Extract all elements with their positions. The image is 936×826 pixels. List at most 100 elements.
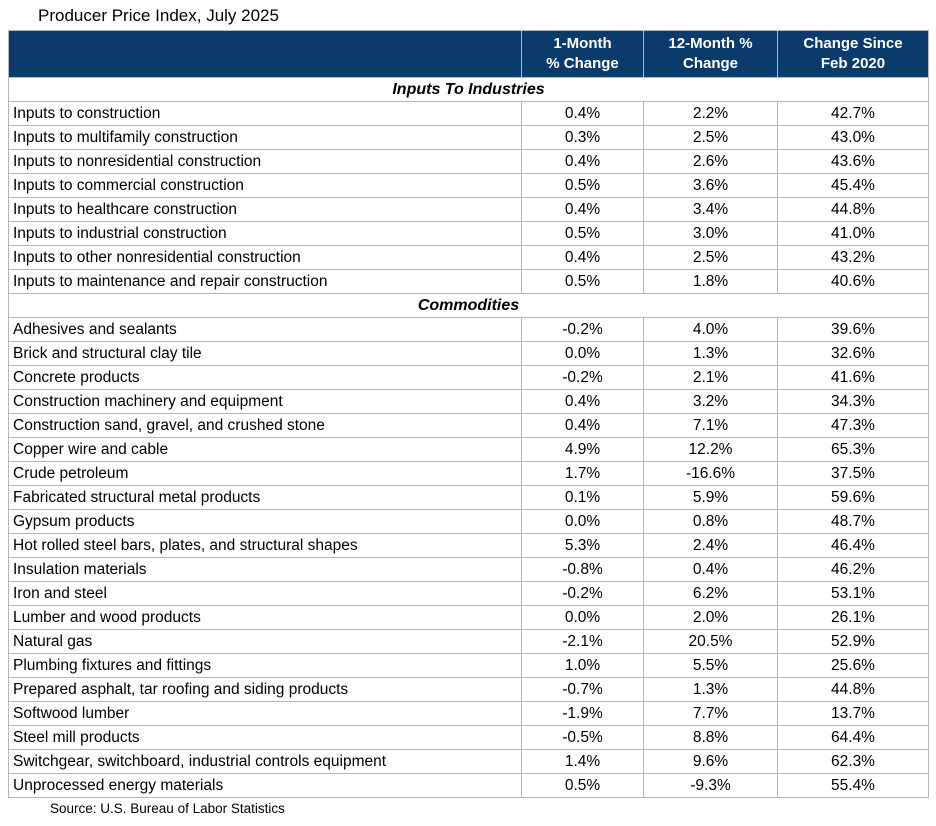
table-row: Plumbing fixtures and fittings 1.0% 5.5% 25… [8,653,929,678]
cell-value: 13.7% [777,701,929,726]
cell-value: 0.1% [521,485,644,510]
row-label: Inputs to construction [8,101,522,126]
cell-value: 43.2% [777,245,929,270]
cell-value: 64.4% [777,725,929,750]
cell-value: -1.9% [521,701,644,726]
row-label: Concrete products [8,365,522,390]
cell-value: 0.3% [521,125,644,150]
cell-value: 0.4% [521,245,644,270]
ppi-table-page: Producer Price Index, July 2025 1-Month … [0,5,936,826]
cell-value: 6.2% [643,581,778,606]
cell-value: 32.6% [777,341,929,366]
table-row: Switchgear, switchboard, industrial cont… [8,749,929,774]
cell-value: -0.5% [521,725,644,750]
cell-value: 12.2% [643,437,778,462]
table-row: Inputs to healthcare construction 0.4% 3.4… [8,197,929,222]
header-row: 1-Month % Change 12-Month % Change Chang… [8,30,929,78]
table-row: Copper wire and cable 4.9% 12.2% 65.3% [8,437,929,462]
header-1-month-line2: % Change [546,55,619,72]
cell-value: -9.3% [643,773,778,798]
cell-value: 26.1% [777,605,929,630]
cell-value: 7.7% [643,701,778,726]
cell-value: 39.6% [777,317,929,342]
header-1-month-line1: 1-Month [553,34,612,52]
table-row: Gypsum products 0.0% 0.8% 48.7% [8,509,929,534]
row-label: Unprocessed energy materials [8,773,522,798]
cell-value: 0.5% [521,773,644,798]
cell-value: 1.4% [521,749,644,774]
cell-value: 7.1% [643,413,778,438]
cell-value: 0.5% [521,173,644,198]
cell-value: 3.0% [643,221,778,246]
row-label: Fabricated structural metal products [8,485,522,510]
table-row: Inputs to multifamily construction 0.3% 2.… [8,125,929,150]
header-cell-change-since-feb-2020: Change Since Feb 2020 [777,30,929,78]
row-label: Construction sand, gravel, and crushed s… [8,413,522,438]
cell-value: 46.4% [777,533,929,558]
table-body: Inputs To Industries Inputs to constructi… [8,77,929,798]
cell-value: 5.3% [521,533,644,558]
cell-value: 43.6% [777,149,929,174]
table-row: Lumber and wood products 0.0% 2.0% 26.1% [8,605,929,630]
cell-value: 2.2% [643,101,778,126]
cell-value: 2.6% [643,149,778,174]
cell-value: 2.1% [643,365,778,390]
cell-value: 48.7% [777,509,929,534]
cell-value: 4.0% [643,317,778,342]
row-label: Construction machinery and equipment [8,389,522,414]
table-row: Inputs to nonresidential construction 0.4… [8,149,929,174]
cell-value: -2.1% [521,629,644,654]
row-label: Inputs to industrial construction [8,221,522,246]
row-label: Hot rolled steel bars, plates, and struc… [8,533,522,558]
source-note: Source: U.S. Bureau of Labor Statistics [50,801,285,816]
cell-value: -0.7% [521,677,644,702]
cell-value: 8.8% [643,725,778,750]
cell-value: -0.2% [521,581,644,606]
table-row: Inputs to construction 0.4% 2.2% 42.7% [8,101,929,126]
cell-value: -0.8% [521,557,644,582]
cell-value: 4.9% [521,437,644,462]
cell-value: 41.6% [777,365,929,390]
section-row: Commodities [8,293,929,318]
table-row: Unprocessed energy materials 0.5% -9.3% 55.… [8,773,929,798]
cell-value: 0.4% [521,149,644,174]
cell-value: 44.8% [777,677,929,702]
table-row: Concrete products -0.2% 2.1% 41.6% [8,365,929,390]
cell-value: 3.2% [643,389,778,414]
row-label: Inputs to commercial construction [8,173,522,198]
row-label: Inputs to other nonresidential construct… [8,245,522,270]
cell-value: 1.8% [643,269,778,294]
cell-value: -0.2% [521,365,644,390]
row-label: Inputs to nonresidential construction [8,149,522,174]
ppi-table: 1-Month % Change 12-Month % Change Chang… [8,30,929,798]
row-label: Brick and structural clay tile [8,341,522,366]
cell-value: 20.5% [643,629,778,654]
table-row: Inputs to commercial construction 0.5% 3.6… [8,173,929,198]
table-row: Softwood lumber -1.9% 7.7% 13.7% [8,701,929,726]
cell-value: 59.6% [777,485,929,510]
cell-value: 3.6% [643,173,778,198]
cell-value: 0.4% [643,557,778,582]
cell-value: 3.4% [643,197,778,222]
row-label: Switchgear, switchboard, industrial cont… [8,749,522,774]
cell-value: 2.5% [643,125,778,150]
cell-value: 1.0% [521,653,644,678]
row-label: Softwood lumber [8,701,522,726]
table-row: Iron and steel -0.2% 6.2% 53.1% [8,581,929,606]
cell-value: 41.0% [777,221,929,246]
cell-value: 1.7% [521,461,644,486]
cell-value: 53.1% [777,581,929,606]
cell-value: 0.4% [521,389,644,414]
row-label: Adhesives and sealants [8,317,522,342]
header-cell-blank [8,30,522,78]
cell-value: 9.6% [643,749,778,774]
table-row: Hot rolled steel bars, plates, and struc… [8,533,929,558]
cell-value: 5.5% [643,653,778,678]
cell-value: 0.0% [521,341,644,366]
row-label: Inputs to healthcare construction [8,197,522,222]
row-label: Lumber and wood products [8,605,522,630]
cell-value: 37.5% [777,461,929,486]
cell-value: 0.4% [521,197,644,222]
cell-value: 40.6% [777,269,929,294]
cell-value: 45.4% [777,173,929,198]
